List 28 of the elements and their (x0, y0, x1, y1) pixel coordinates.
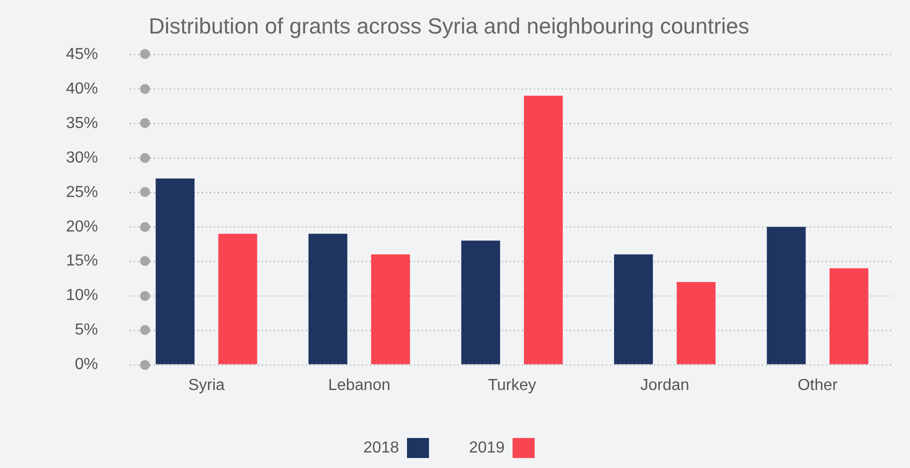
y-tick-label: 0% (74, 356, 98, 374)
y-tick-label: 10% (66, 287, 98, 304)
y-tick-label: 25% (66, 184, 98, 201)
bar (308, 234, 348, 364)
y-tick-label: 20% (66, 218, 98, 236)
bar (461, 240, 500, 364)
legend-label: 2018 (363, 439, 400, 456)
x-tick-label: Syria (188, 376, 225, 394)
x-tick-label: Turkey (488, 376, 536, 394)
bar (524, 96, 563, 364)
y-tick-label: 40% (66, 80, 98, 98)
bar (614, 254, 653, 364)
y-tick-label: 5% (74, 322, 98, 339)
bar (766, 226, 806, 364)
bar (676, 282, 716, 364)
x-tick-label: Lebanon (328, 376, 390, 394)
bar (218, 234, 258, 364)
bar (830, 268, 868, 364)
x-tick-label: Jordan (640, 376, 690, 394)
y-tick-label: 30% (66, 149, 98, 166)
chart-title: Distribution of grants across Syria and neighbouring countries (148, 13, 750, 38)
bar (371, 254, 410, 364)
legend-label: 2019 (469, 439, 505, 456)
bar (156, 178, 195, 364)
x-tick-label: Other (798, 376, 838, 394)
y-tick-label: 15% (66, 252, 98, 270)
y-tick-label: 35% (66, 114, 98, 132)
y-tick-label: 45% (66, 46, 98, 63)
